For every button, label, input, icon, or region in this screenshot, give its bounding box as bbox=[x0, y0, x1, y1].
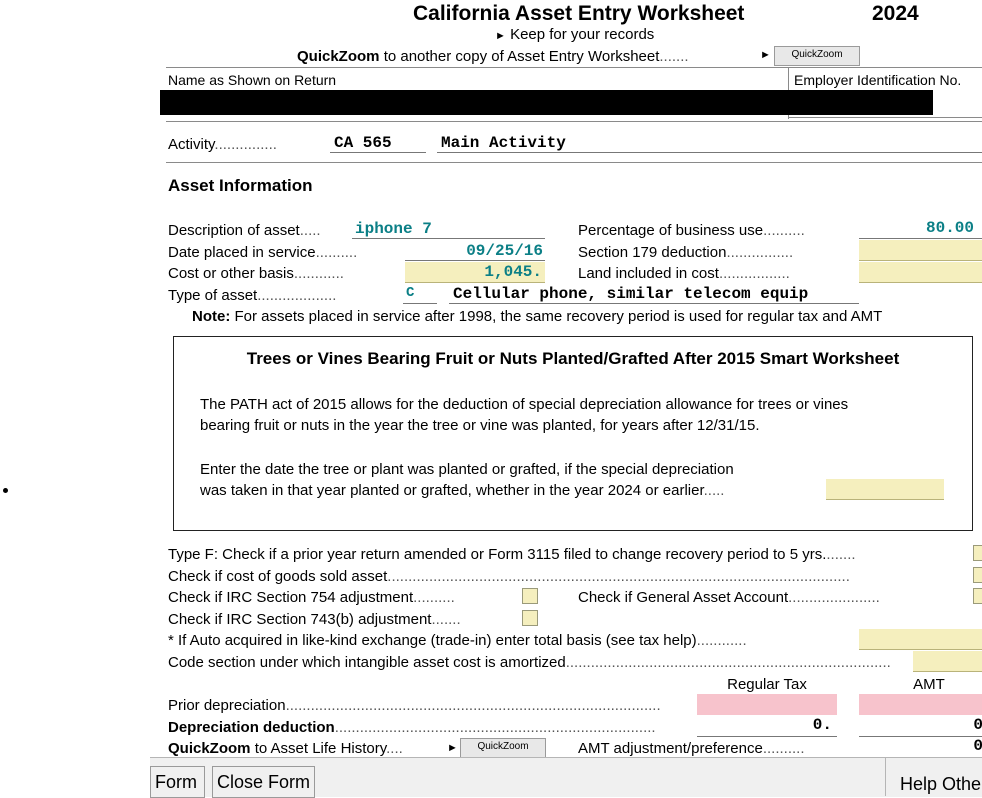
type-code-underline bbox=[403, 303, 437, 304]
general-account-label: Check if General Asset Account..........… bbox=[578, 589, 880, 606]
land-label: Land included in cost................. bbox=[578, 265, 790, 282]
code-section-field[interactable] bbox=[913, 651, 982, 672]
quickzoom-copy-button[interactable]: QuickZoom bbox=[774, 46, 860, 66]
form-title: California Asset Entry Worksheet bbox=[413, 2, 745, 25]
cost-field-bg bbox=[405, 262, 545, 283]
form-year: 2024 bbox=[872, 2, 919, 25]
deduction-regular-value: 0. bbox=[812, 716, 832, 734]
activity-label: Activity............... bbox=[168, 136, 277, 153]
deduction-regular-underline bbox=[697, 736, 837, 737]
depreciation-deduction-label: Depreciation deduction..................… bbox=[168, 719, 656, 736]
type-description: Cellular phone, similar telecom equip bbox=[453, 285, 809, 303]
sec754-checkbox[interactable] bbox=[522, 588, 538, 604]
type-code-field[interactable]: C bbox=[406, 285, 415, 301]
activity-code-underline bbox=[330, 152, 426, 153]
type-desc-underline bbox=[449, 303, 859, 304]
activity-name-field[interactable]: Main Activity bbox=[441, 134, 566, 152]
bullet-dot bbox=[3, 488, 8, 493]
description-label: Description of asset..... bbox=[168, 222, 321, 239]
smart-worksheet-text: The PATH act of 2015 allows for the dedu… bbox=[200, 396, 849, 413]
play-arrow-icon: ► bbox=[447, 742, 458, 754]
business-use-underline bbox=[859, 238, 982, 239]
recovery-note: Note: For assets placed in service after… bbox=[192, 308, 883, 325]
prior-depreciation-regular-field[interactable] bbox=[697, 694, 837, 715]
smart-worksheet-box: Trees or Vines Bearing Fruit or Nuts Pla… bbox=[173, 336, 973, 531]
land-field[interactable] bbox=[859, 262, 982, 283]
business-use-field[interactable]: 80.00 bbox=[925, 219, 974, 237]
deduction-amt-underline bbox=[859, 736, 982, 737]
cogs-checkbox[interactable] bbox=[973, 567, 982, 583]
amt-adjustment-label: AMT adjustment/preference.......... bbox=[578, 740, 805, 757]
cost-field[interactable]: 1,045. bbox=[484, 263, 542, 281]
code-section-label: Code section under which intangible asse… bbox=[168, 654, 891, 671]
type-label: Type of asset................... bbox=[168, 287, 337, 304]
quickzoom-life-history-button[interactable]: QuickZoom bbox=[460, 738, 546, 758]
regular-tax-header: Regular Tax bbox=[727, 676, 807, 693]
auto-trade-field[interactable] bbox=[859, 629, 982, 650]
play-arrow-icon: ► bbox=[495, 30, 506, 42]
description-field[interactable]: iphone 7 bbox=[355, 220, 432, 238]
business-use-label: Percentage of business use.......... bbox=[578, 222, 805, 239]
sec179-label: Section 179 deduction................ bbox=[578, 244, 794, 261]
general-account-checkbox[interactable] bbox=[973, 588, 982, 604]
sec743b-checkbox[interactable] bbox=[522, 610, 538, 626]
activity-code-field[interactable]: CA 565 bbox=[334, 134, 392, 152]
keep-records-note: ► Keep for your records bbox=[495, 26, 655, 43]
quickzoom-copy-line: QuickZoom to another copy of Asset Entry… bbox=[297, 48, 689, 65]
amt-header: AMT bbox=[913, 676, 945, 693]
type-f-label: Type F: Check if a prior year return ame… bbox=[168, 546, 856, 563]
prior-depreciation-amt-field[interactable] bbox=[859, 694, 982, 715]
prior-depreciation-label: Prior depreciation......................… bbox=[168, 697, 661, 714]
close-form-button[interactable]: Close Form bbox=[212, 766, 315, 798]
type-f-checkbox[interactable] bbox=[973, 545, 982, 561]
ein-label: Employer Identification No. bbox=[794, 72, 962, 88]
smart-worksheet-text: bearing fruit or nuts in the year the tr… bbox=[200, 417, 760, 434]
sec743b-label: Check if IRC Section 743(b) adjustment..… bbox=[168, 611, 461, 628]
redacted-name-field[interactable] bbox=[160, 90, 933, 115]
divider bbox=[166, 162, 982, 163]
name-label: Name as Shown on Return bbox=[168, 72, 337, 88]
cost-label: Cost or other basis............ bbox=[168, 265, 344, 282]
divider bbox=[166, 67, 982, 68]
amt-adjustment-value: 0 bbox=[973, 737, 982, 755]
deduction-amt-value: 0 bbox=[973, 716, 982, 734]
section-title: Asset Information bbox=[168, 176, 313, 195]
cogs-label: Check if cost of goods sold asset.......… bbox=[168, 568, 850, 585]
help-button[interactable]: Help Othe bbox=[900, 774, 982, 794]
date-label: Date placed in service.......... bbox=[168, 244, 358, 261]
date-field[interactable]: 09/25/16 bbox=[466, 242, 543, 260]
activity-name-underline bbox=[437, 152, 982, 153]
quickzoom-life-history-line: QuickZoom to Asset Life History.... bbox=[168, 740, 403, 757]
auto-trade-label: * If Auto acquired in like-kind exchange… bbox=[168, 632, 747, 649]
description-underline bbox=[352, 238, 545, 239]
smart-worksheet-title: Trees or Vines Bearing Fruit or Nuts Pla… bbox=[246, 349, 900, 368]
bottom-bar-divider bbox=[885, 757, 886, 796]
sec754-label: Check if IRC Section 754 adjustment.....… bbox=[168, 589, 455, 606]
planted-date-label: Enter the date the tree or plant was pla… bbox=[200, 461, 734, 478]
play-arrow-icon: ► bbox=[760, 49, 771, 61]
divider bbox=[166, 121, 982, 122]
sec179-field[interactable] bbox=[859, 240, 982, 261]
planted-date-label: was taken in that year planted or grafte… bbox=[200, 482, 725, 499]
date-underline bbox=[405, 260, 545, 261]
planted-date-field[interactable] bbox=[826, 479, 944, 500]
form-button[interactable]: Form bbox=[150, 766, 205, 798]
divider bbox=[788, 117, 982, 118]
